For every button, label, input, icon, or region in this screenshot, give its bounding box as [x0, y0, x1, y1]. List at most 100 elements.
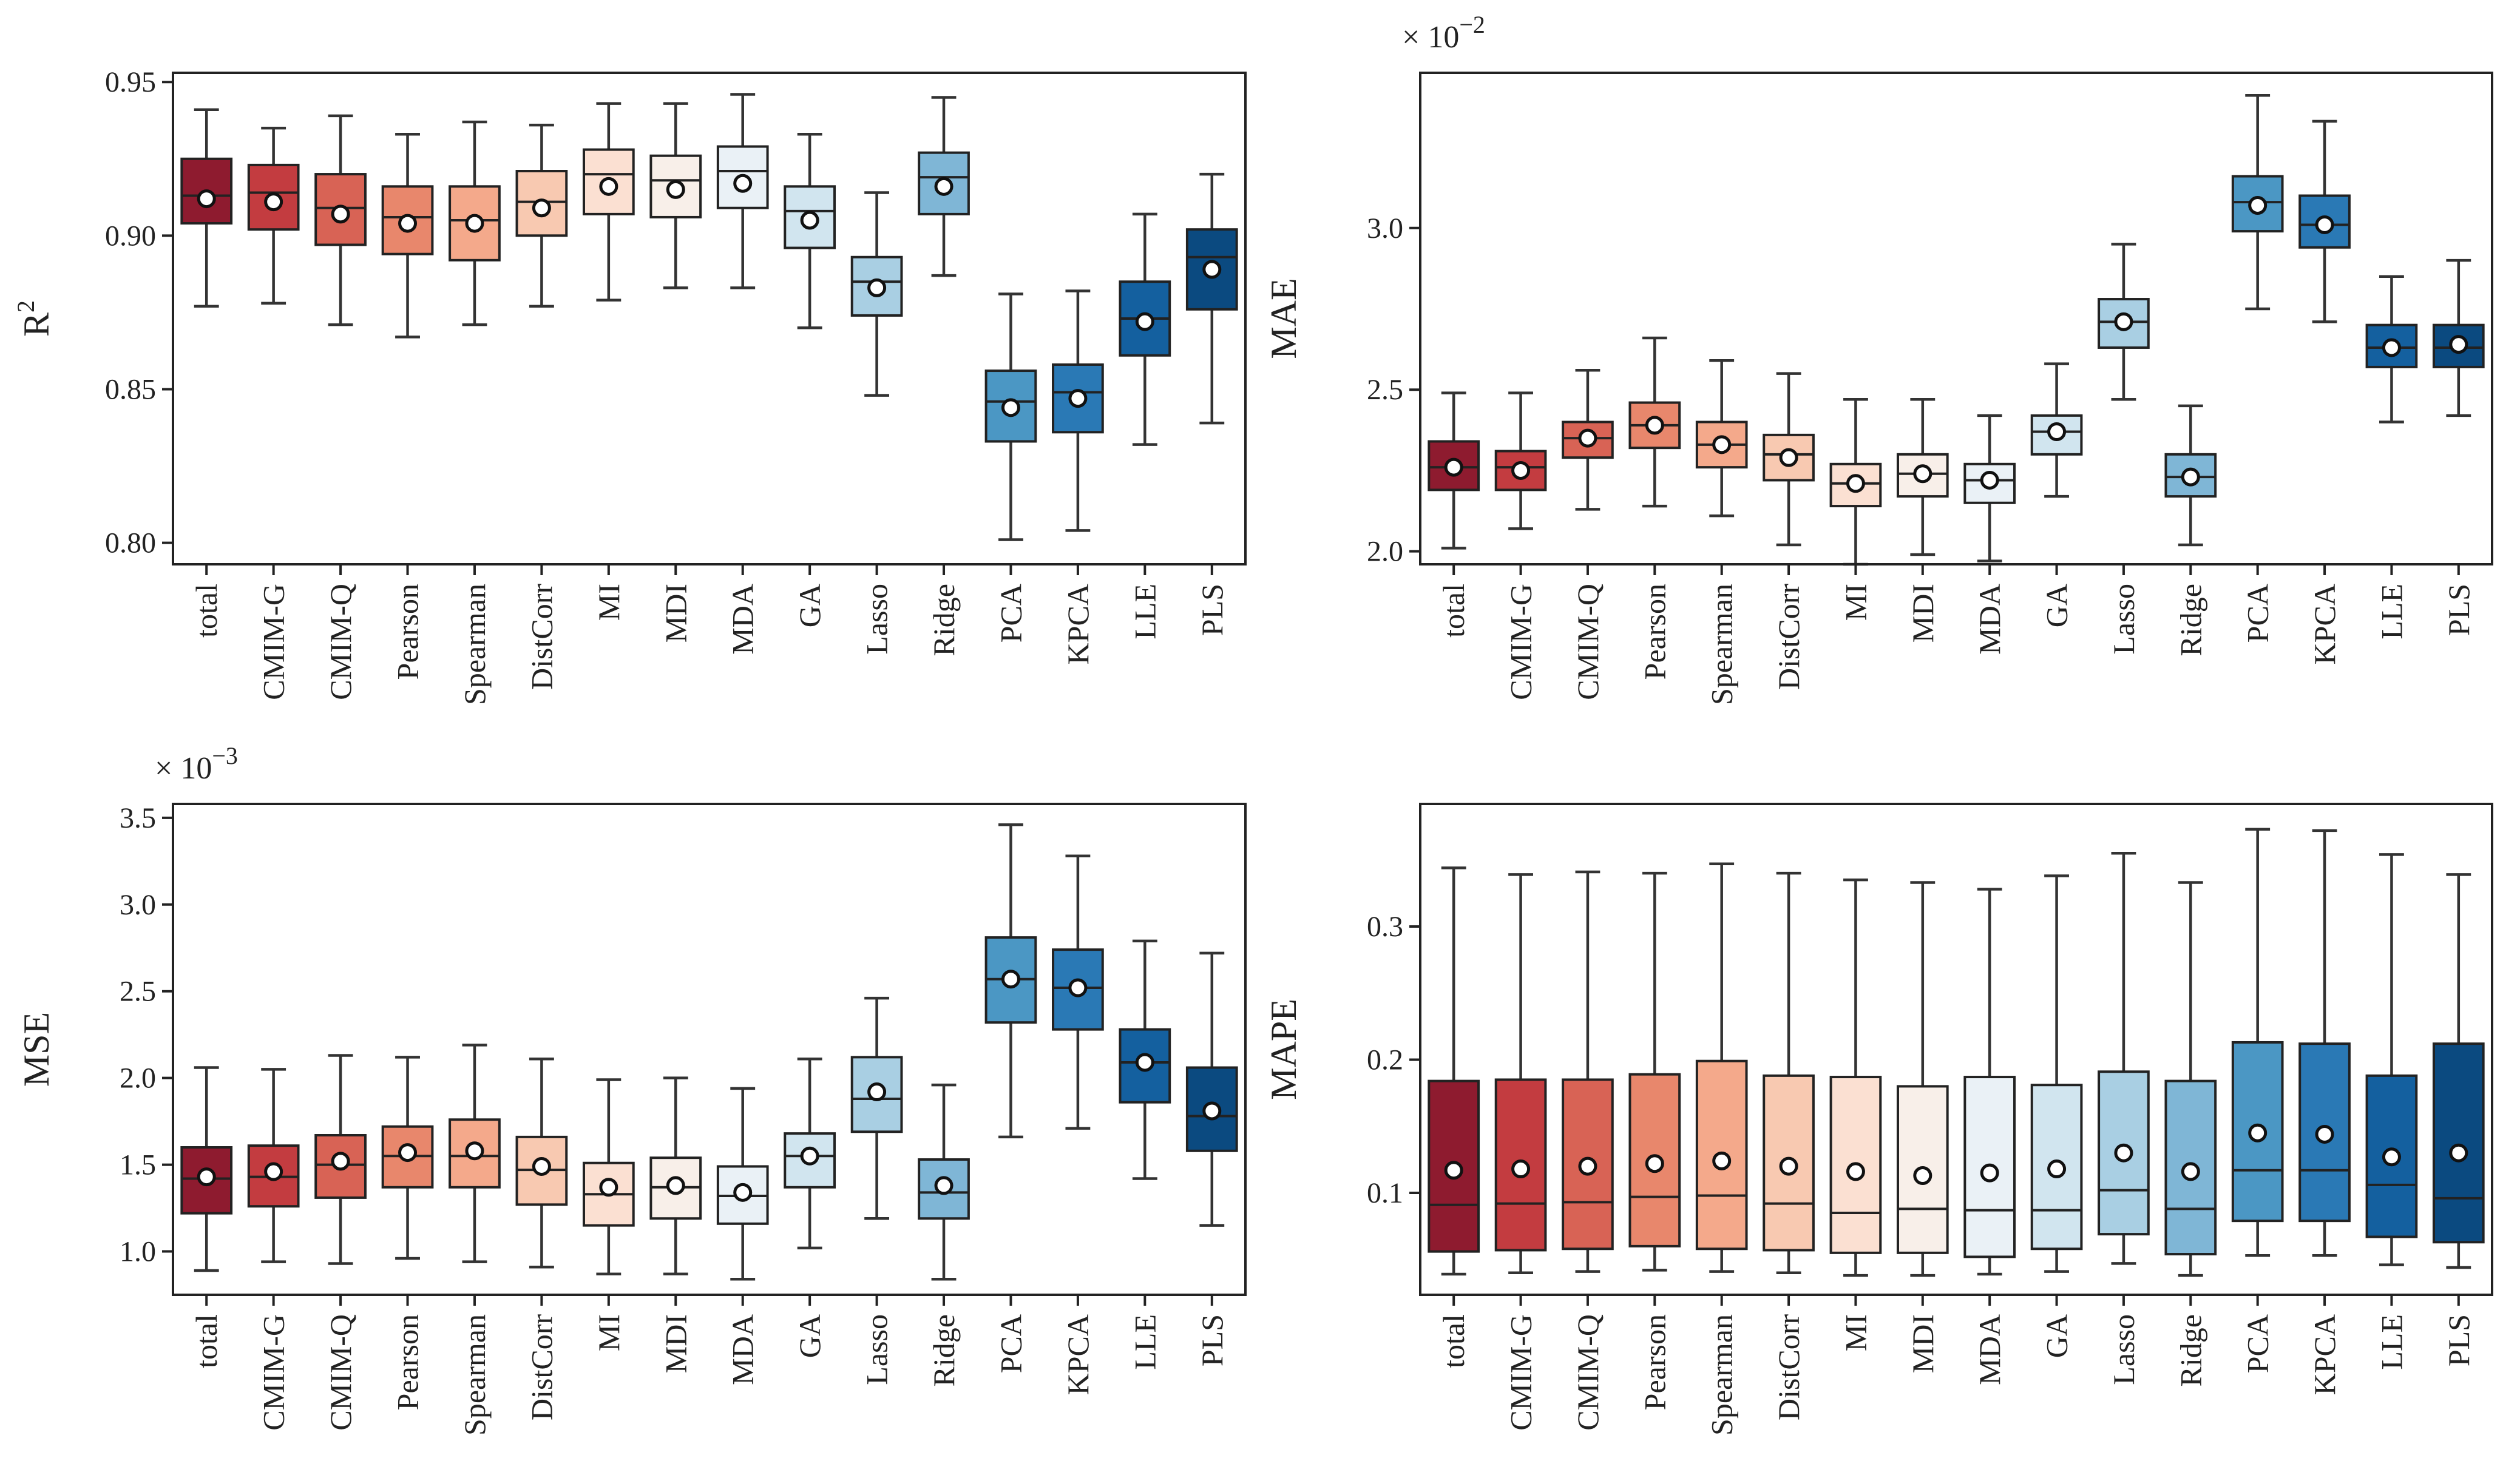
x-tick-label-pca: PCA — [994, 584, 1028, 643]
box-mae-cmim-g — [1494, 391, 1547, 530]
box-mae-cmim-q — [1562, 369, 1614, 511]
mean-marker — [1202, 1101, 1222, 1121]
iqr-box — [784, 185, 836, 249]
box-mape-pearson — [1628, 871, 1681, 1272]
box-mae-ga — [2030, 362, 2083, 498]
x-tick-label-cmim-g: CMIM-G — [1504, 1314, 1538, 1431]
mean-marker — [1444, 1161, 1463, 1180]
x-tick-label-pca: PCA — [994, 1314, 1028, 1373]
x-tick-label-lasso: Lasso — [860, 1314, 894, 1385]
box-mae-ridge — [2164, 404, 2217, 547]
box-r2-lle — [1119, 212, 1171, 446]
mean-marker — [800, 211, 819, 230]
box-r2-ga — [784, 133, 836, 329]
box-mae-mdi — [1896, 397, 1949, 556]
box-mae-kpca — [2298, 120, 2351, 323]
mean-marker — [2248, 1123, 2268, 1143]
iqr-box — [2432, 1042, 2485, 1244]
axes-frame-mape — [1419, 803, 2493, 1296]
mean-marker — [800, 1146, 819, 1166]
y-tick-label: 2.5 — [120, 976, 156, 1008]
y-tick-label: 1.5 — [120, 1149, 156, 1181]
y-tick-label: 3.0 — [1367, 212, 1403, 245]
x-tick-label-kpca: KPCA — [1061, 1314, 1095, 1395]
box-mse-mdi — [649, 1076, 702, 1275]
mean-marker — [2382, 338, 2401, 357]
box-mape-mi — [1829, 878, 1882, 1277]
mean-marker — [1511, 1159, 1531, 1179]
box-mse-mi — [582, 1078, 635, 1275]
mean-marker — [1511, 461, 1531, 480]
mean-marker — [1135, 1053, 1154, 1072]
x-tick-label-total: total — [189, 584, 223, 638]
x-tick-label-pls: PLS — [1195, 1314, 1229, 1366]
x-tick-label-pearson: Pearson — [1638, 584, 1672, 680]
x-tick-label-mda: MDA — [1973, 1314, 2007, 1385]
x-tick-label-spearman: Spearman — [458, 1314, 492, 1436]
box-mape-kpca — [2298, 829, 2351, 1257]
mean-marker — [2181, 1162, 2200, 1181]
box-r2-total — [180, 108, 233, 308]
x-tick-label-ga: GA — [793, 584, 827, 627]
x-tick-label-pearson: Pearson — [391, 1314, 425, 1410]
box-r2-lasso — [850, 191, 903, 397]
y-tick-label: 1.0 — [120, 1236, 156, 1268]
x-tick-label-lasso: Lasso — [2107, 1314, 2141, 1385]
x-tick-label-lasso: Lasso — [2107, 584, 2141, 655]
y-tick-label: 0.3 — [1367, 911, 1403, 943]
x-tick-label-distcorr: DistCorr — [524, 1314, 558, 1420]
mean-marker — [532, 1156, 551, 1176]
mean-marker — [264, 192, 283, 212]
mean-marker — [733, 1183, 753, 1202]
x-tick-label-pearson: Pearson — [391, 584, 425, 680]
iqr-box — [2164, 1079, 2217, 1256]
y-tick-label: 0.1 — [1367, 1177, 1403, 1209]
mean-marker — [1578, 428, 1597, 448]
box-r2-cmim-g — [247, 126, 300, 305]
x-tick-label-mda: MDA — [1973, 584, 2007, 655]
mean-marker — [599, 1178, 618, 1197]
y-tick-label: 3.5 — [120, 802, 156, 834]
mean-marker — [1712, 435, 1732, 454]
x-tick-label-total: total — [1437, 1314, 1471, 1368]
mean-marker — [1068, 978, 1088, 997]
box-mape-lle — [2365, 853, 2418, 1266]
box-mse-kpca — [1052, 854, 1104, 1130]
iqr-box — [449, 1118, 501, 1189]
mean-marker — [398, 214, 418, 233]
x-tick-label-cmim-g: CMIM-G — [257, 584, 291, 700]
x-tick-label-pca: PCA — [2241, 584, 2275, 643]
x-tick-label-spearman: Spearman — [458, 584, 492, 705]
mean-marker — [2449, 335, 2468, 354]
mean-marker — [1913, 1166, 1932, 1186]
box-mape-total — [1428, 866, 1480, 1276]
box-mape-pca — [2231, 828, 2284, 1257]
x-tick-label-ga: GA — [2040, 584, 2074, 627]
mean-marker — [2047, 1159, 2067, 1179]
mean-marker — [1779, 1156, 1798, 1176]
x-tick-label-ridge: Ridge — [2173, 1314, 2207, 1386]
box-mape-mdi — [1896, 881, 1949, 1277]
mean-marker — [1846, 1162, 1865, 1181]
x-tick-label-ga: GA — [793, 1314, 827, 1358]
mean-marker — [1913, 464, 1932, 484]
box-mae-spearman — [1695, 359, 1748, 518]
x-tick-label-lle: LLE — [2374, 584, 2408, 640]
box-r2-mdi — [649, 102, 702, 289]
axes-frame-r2 — [172, 72, 1247, 565]
iqr-box — [850, 255, 903, 317]
x-tick-label-lle: LLE — [2374, 1314, 2408, 1370]
iqr-box — [381, 185, 434, 255]
mean-marker — [264, 1162, 283, 1181]
box-r2-pls — [1185, 172, 1238, 425]
mean-marker — [331, 1152, 350, 1171]
box-mape-pls — [2432, 873, 2485, 1269]
mean-marker — [1980, 1163, 1999, 1183]
box-r2-spearman — [449, 120, 501, 326]
y-tick-label: 2.0 — [120, 1062, 156, 1095]
box-r2-cmim-q — [314, 114, 367, 326]
y-tick-label: 2.5 — [1367, 374, 1403, 406]
x-tick-label-total: total — [1437, 584, 1471, 638]
box-mape-distcorr — [1763, 871, 1815, 1275]
